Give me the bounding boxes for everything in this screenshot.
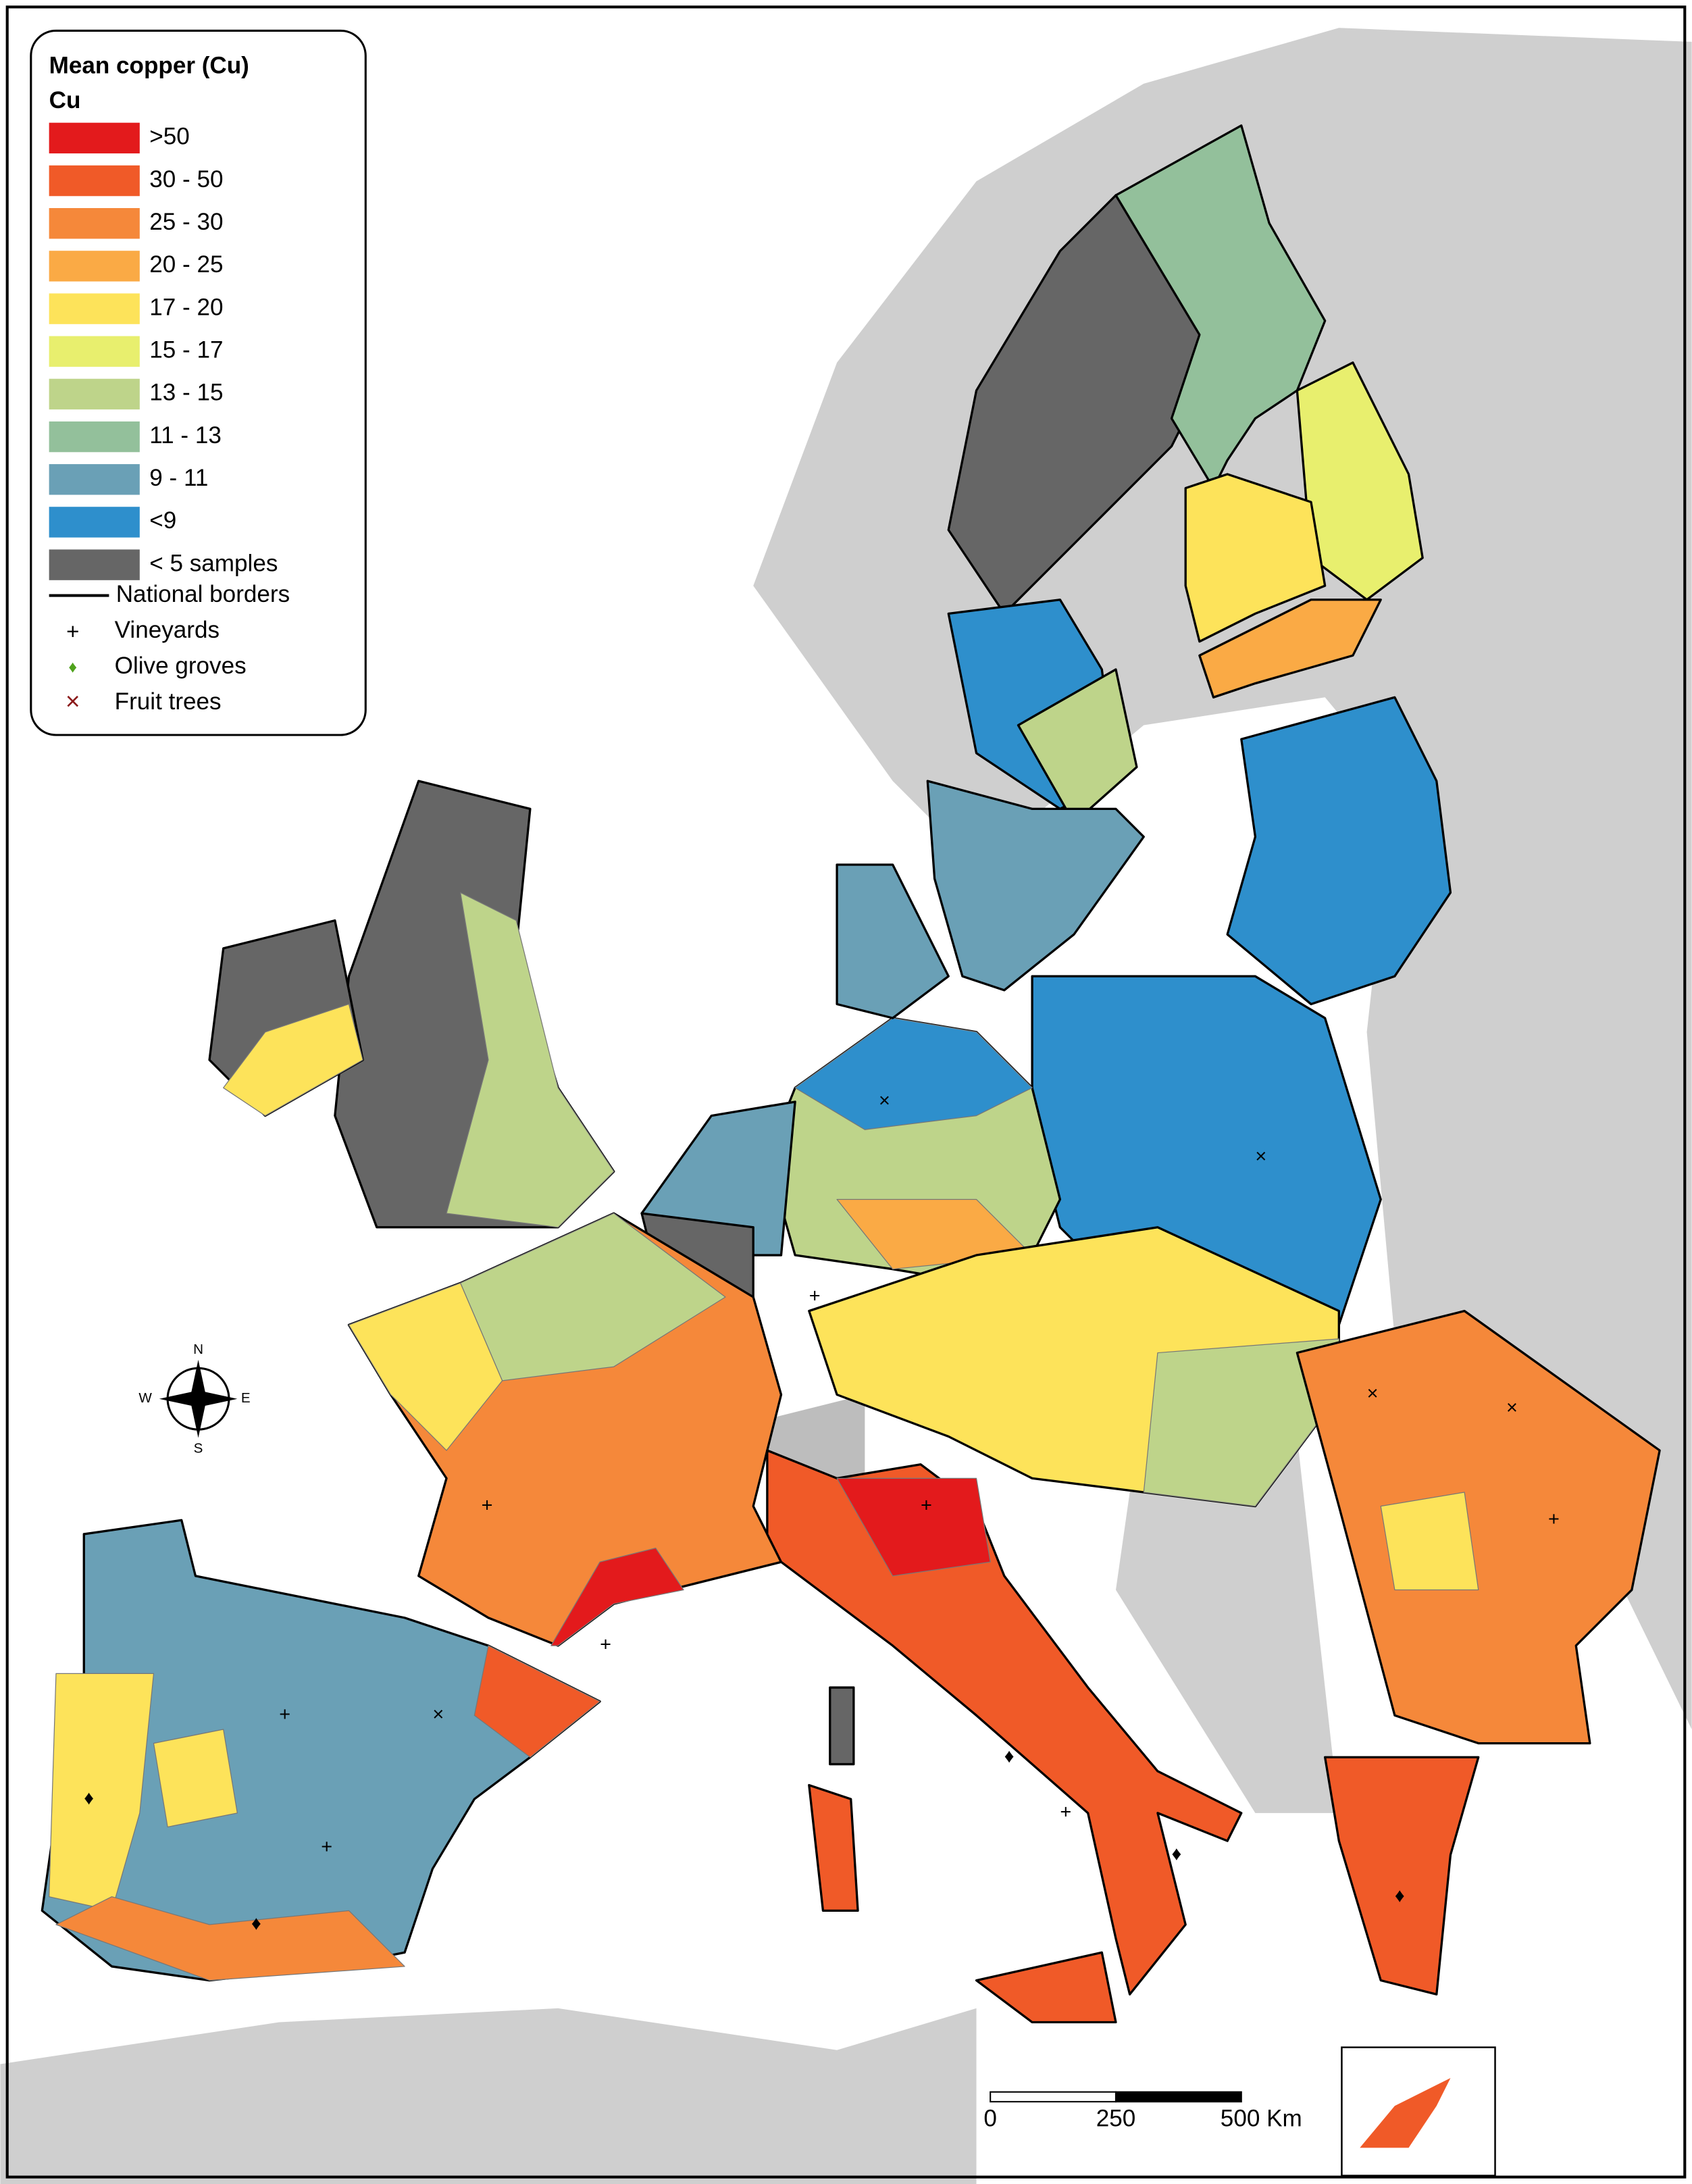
- legend-swatch: [49, 122, 140, 154]
- svg-text:+: +: [1060, 1801, 1071, 1823]
- legend-swatch: [49, 378, 140, 410]
- compass-label: N: [193, 1342, 203, 1357]
- legend: Mean copper (Cu) Cu + ♦ × >50 30 - 50 25 -…: [30, 29, 367, 736]
- legend-swatch: [49, 208, 140, 239]
- svg-text:♦: ♦: [251, 1913, 261, 1935]
- legend-label: Fruit trees: [115, 688, 222, 715]
- frame: [5, 5, 1687, 2179]
- svg-text:×: ×: [1506, 1397, 1518, 1419]
- svg-text:+: +: [1548, 1508, 1560, 1530]
- svg-text:♦: ♦: [1395, 1885, 1405, 1906]
- legend-label: <9: [149, 507, 176, 534]
- legend-label: 30 - 50: [149, 166, 223, 193]
- legend-title: Mean copper (Cu): [49, 52, 249, 78]
- compass-label: E: [241, 1390, 251, 1406]
- regions: [41, 124, 1661, 2024]
- legend-swatch: [49, 165, 140, 197]
- svg-text:♦: ♦: [1004, 1746, 1015, 1767]
- svg-text:+: +: [279, 1704, 290, 1725]
- legend-label: Olive groves: [115, 653, 247, 679]
- legend-label: 17 - 20: [149, 294, 223, 320]
- compass: N W E S: [138, 1342, 250, 1456]
- cyprus: [1360, 2078, 1451, 2148]
- sample-markers: + + + + + + + + ♦ ♦ ♦ ♦ ♦ × × × × ×: [84, 1090, 1560, 1935]
- svg-text:+: +: [66, 619, 79, 644]
- legend-swatch: [49, 507, 140, 538]
- svg-text:+: +: [921, 1494, 932, 1516]
- legend-label: >50: [149, 124, 190, 150]
- svg-text:×: ×: [1255, 1146, 1266, 1167]
- svg-text:♦: ♦: [1172, 1843, 1182, 1864]
- legend-swatch: [49, 336, 140, 367]
- legend-swatch: [49, 251, 140, 282]
- legend-label: 11 - 13: [149, 422, 222, 449]
- svg-text:+: +: [321, 1836, 332, 1858]
- svg-text:×: ×: [1367, 1383, 1379, 1404]
- svg-text:×: ×: [432, 1704, 444, 1725]
- legend-label: 9 - 11: [149, 465, 208, 491]
- legend-label: 25 - 30: [149, 209, 223, 235]
- legend-swatch: [49, 421, 140, 453]
- scale-label: 500 Km: [1221, 2105, 1302, 2131]
- svg-text:×: ×: [66, 686, 80, 715]
- legend-label: National borders: [116, 581, 290, 607]
- svg-text:+: +: [482, 1494, 493, 1516]
- legend-swatch: [49, 293, 140, 324]
- legend-subtitle: Cu: [49, 87, 81, 113]
- scale-label: 0: [983, 2105, 997, 2131]
- legend-label: 15 - 17: [149, 337, 223, 363]
- legend-label: 13 - 15: [149, 380, 223, 406]
- svg-text:♦: ♦: [68, 658, 77, 676]
- legend-swatch: [49, 549, 140, 580]
- compass-label: S: [194, 1440, 203, 1456]
- compass-label: W: [138, 1390, 152, 1406]
- scale-label: 250: [1096, 2105, 1136, 2131]
- svg-text:+: +: [600, 1634, 611, 1656]
- legend-label: 20 - 25: [149, 251, 223, 278]
- svg-text:♦: ♦: [84, 1787, 94, 1809]
- svg-text:+: +: [809, 1286, 821, 1307]
- svg-text:×: ×: [879, 1090, 890, 1112]
- scale-bar: 0 250 500 Km: [983, 2091, 1302, 2131]
- legend-swatch: [49, 464, 140, 495]
- legend-label: < 5 samples: [149, 550, 278, 576]
- legend-label: Vineyards: [115, 617, 220, 643]
